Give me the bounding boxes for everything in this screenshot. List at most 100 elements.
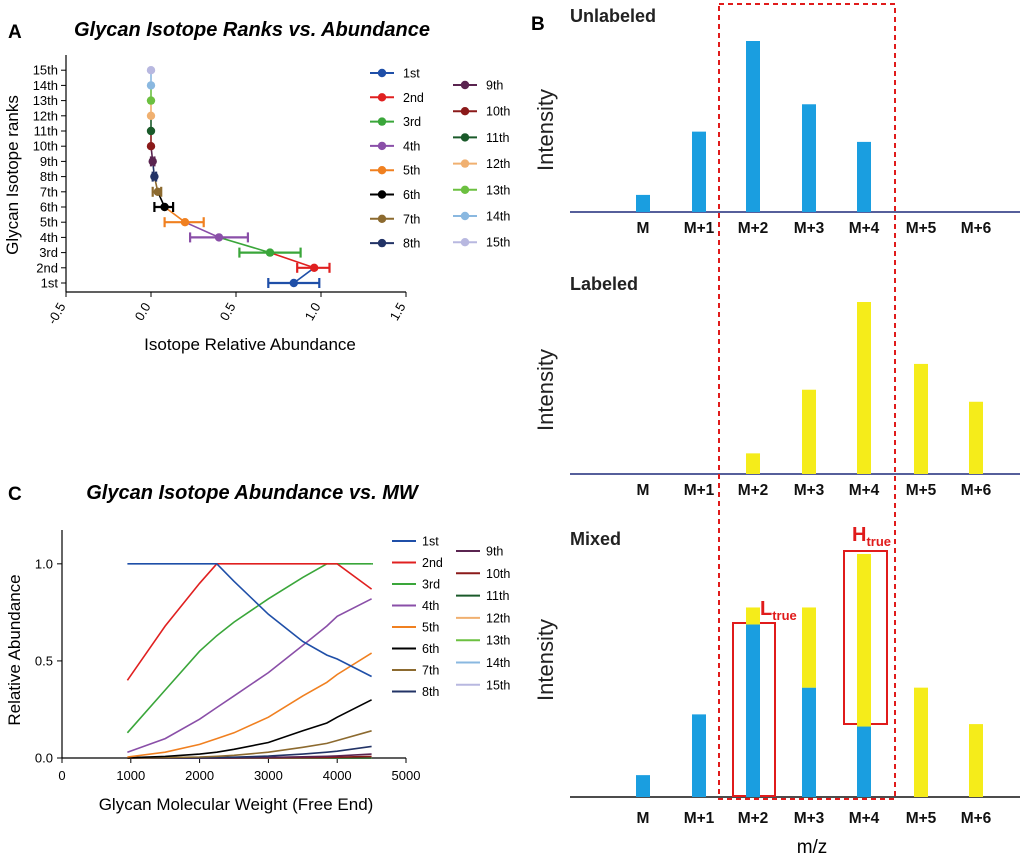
panel-b-x-label: m/z bbox=[797, 837, 828, 858]
labeled-title: Labeled bbox=[570, 274, 638, 294]
panel-b-marks: M M+1 M+2 M+3 M+4 M+5 M+6 M M+1 M+2 M+3 M+4 M+5 M+6 M M… bbox=[636, 41, 992, 827]
intensity-label-labeled: Intensity bbox=[533, 349, 558, 431]
panel-a-series-line bbox=[184, 221, 220, 239]
panel-a-legend-marker bbox=[460, 159, 470, 168]
panel-c-legend-label: 11th bbox=[486, 589, 509, 603]
panel-a-legend-label: 13th bbox=[486, 183, 510, 197]
panel-b-category-label: M bbox=[637, 810, 650, 827]
panel-c-x-tick-label: 1000 bbox=[116, 768, 145, 783]
panel-a-title: Glycan Isotope Ranks vs. Abundance bbox=[74, 19, 430, 41]
panel-b-category-label: M+5 bbox=[906, 482, 937, 499]
panel-b-category-label: M+4 bbox=[849, 220, 880, 237]
panel-a-legend-label: 8th bbox=[403, 237, 420, 251]
panel-a-series-line bbox=[164, 206, 186, 223]
h-true-label: Htrue bbox=[852, 524, 891, 549]
panel-b-category-label: M+1 bbox=[684, 220, 715, 237]
panel-b-category-label: M+5 bbox=[906, 220, 937, 237]
panel-a-point bbox=[180, 218, 190, 227]
panel-a-y-tick-label: 1st bbox=[41, 276, 59, 291]
panel-a-legend-label: 10th bbox=[486, 105, 510, 119]
panel-c-y-tick-label: 0.5 bbox=[35, 653, 53, 668]
panel-c-legend-label: 14th bbox=[486, 656, 510, 670]
panel-c-legend-label: 2nd bbox=[422, 556, 443, 570]
mixed-labeled-bar bbox=[857, 554, 871, 727]
panel-a-point bbox=[146, 142, 156, 151]
panel-c-series-line bbox=[127, 652, 373, 758]
panel-c-series-line bbox=[127, 699, 372, 759]
unlabeled-title: Unlabeled bbox=[570, 6, 656, 26]
panel-a-y-tick-label: 3rd bbox=[39, 245, 58, 260]
panel-a-point bbox=[146, 81, 156, 90]
panel-a-y-label: Glycan Isotope ranks bbox=[3, 95, 22, 255]
panel-a-y-tick-label: 10th bbox=[33, 139, 58, 154]
panel-a-point bbox=[160, 202, 169, 212]
panel-a-point bbox=[146, 126, 156, 136]
mixed-title: Mixed bbox=[570, 529, 621, 549]
panel-c-legend-label: 8th bbox=[422, 685, 439, 699]
panel-a-x-tick-label: 0.0 bbox=[132, 300, 154, 323]
panel-a-point bbox=[289, 278, 298, 288]
panel-b-category-label: M+1 bbox=[684, 482, 715, 499]
panel-a-legend-marker bbox=[377, 166, 387, 175]
labeled-bar bbox=[857, 302, 871, 474]
panel-a-x-tick-label: 1.0 bbox=[302, 300, 324, 323]
mixed-unlabeled-bar bbox=[746, 624, 760, 797]
panel-a-legend-marker bbox=[460, 107, 470, 116]
mixed-unlabeled-bar bbox=[857, 726, 871, 797]
unlabeled-bar bbox=[692, 131, 706, 212]
panel-c-legend-label: 12th bbox=[486, 611, 510, 625]
panel-a-y-tick-label: 6th bbox=[40, 200, 58, 215]
panel-a-point bbox=[214, 233, 224, 242]
panel-a-legend-marker bbox=[377, 238, 387, 248]
mixed-unlabeled-bar bbox=[802, 687, 816, 797]
panel-b-category-label: M+2 bbox=[738, 220, 769, 237]
panel-b-category-label: M+6 bbox=[961, 220, 992, 237]
panel-a-legend-label: 6th bbox=[403, 188, 420, 202]
panel-a-legend-marker bbox=[377, 214, 387, 223]
mixed-labeled-bar bbox=[969, 724, 983, 797]
panel-c-y-tick-label: 0.0 bbox=[35, 751, 53, 766]
panel-c-series-line bbox=[126, 562, 372, 734]
mixed-labeled-bar bbox=[914, 687, 928, 797]
panel-c-legend-label: 6th bbox=[422, 642, 439, 656]
panel-b-category-label: M+6 bbox=[961, 482, 992, 499]
panel-b-category-label: M+3 bbox=[794, 810, 825, 827]
panel-c-series-line bbox=[127, 598, 372, 753]
panel-a-y-tick-label: 15th bbox=[33, 63, 58, 78]
panel-b-category-label: M+5 bbox=[906, 810, 937, 827]
panel-a-y-tick-label: 5th bbox=[40, 215, 58, 230]
panel-a-legend-marker bbox=[377, 141, 387, 151]
panel-c-legend-label: 5th bbox=[422, 621, 439, 635]
labeled-bar bbox=[969, 401, 983, 474]
panel-c-marks: 0 1000 2000 3000 4000 5000 0.0 0.5 1.0 1st 2nd 3rd 4… bbox=[35, 535, 510, 784]
panel-c-x-tick-label: 5000 bbox=[392, 768, 421, 783]
panel-a-legend-label: 1st bbox=[403, 67, 420, 81]
panel-b-category-label: M+3 bbox=[794, 220, 825, 237]
mixed-unlabeled-bar bbox=[636, 775, 650, 797]
panel-c-chart: Glycan Molecular Weight (Free End) Relat… bbox=[5, 530, 406, 814]
panel-a-legend-marker bbox=[377, 190, 387, 199]
panel-c-letter: C bbox=[8, 484, 22, 505]
panel-a-y-tick-label: 7th bbox=[40, 184, 58, 199]
panel-a-y-tick-label: 14th bbox=[33, 78, 58, 93]
panel-a-y-tick-label: 2nd bbox=[36, 260, 58, 275]
labeled-bar bbox=[746, 453, 760, 474]
panel-c-legend-label: 13th bbox=[486, 634, 510, 648]
panel-a-x-label: Isotope Relative Abundance bbox=[144, 335, 356, 354]
panel-a-series-line bbox=[269, 251, 315, 269]
panel-a-point bbox=[310, 263, 319, 272]
panel-a-legend-marker bbox=[460, 185, 470, 194]
panel-c-x-tick-label: 2000 bbox=[185, 768, 214, 783]
panel-a-point bbox=[146, 66, 156, 75]
mixed-labeled-bar bbox=[802, 607, 816, 688]
panel-c-x-tick-label: 4000 bbox=[323, 768, 352, 783]
panel-c-legend-label: 3rd bbox=[422, 578, 440, 592]
panel-a-legend-label: 4th bbox=[403, 139, 420, 153]
panel-a-marks: -0.5 0.0 0.5 1.0 1.51st2nd3rd4th5th6th7th8th… bbox=[33, 63, 511, 327]
panel-b-category-label: M+6 bbox=[961, 810, 992, 827]
panel-a-y-tick-label: 11th bbox=[34, 124, 58, 139]
panel-a-legend-marker bbox=[377, 93, 387, 102]
unlabeled-bar bbox=[857, 141, 871, 212]
labeled-bar bbox=[802, 389, 816, 474]
